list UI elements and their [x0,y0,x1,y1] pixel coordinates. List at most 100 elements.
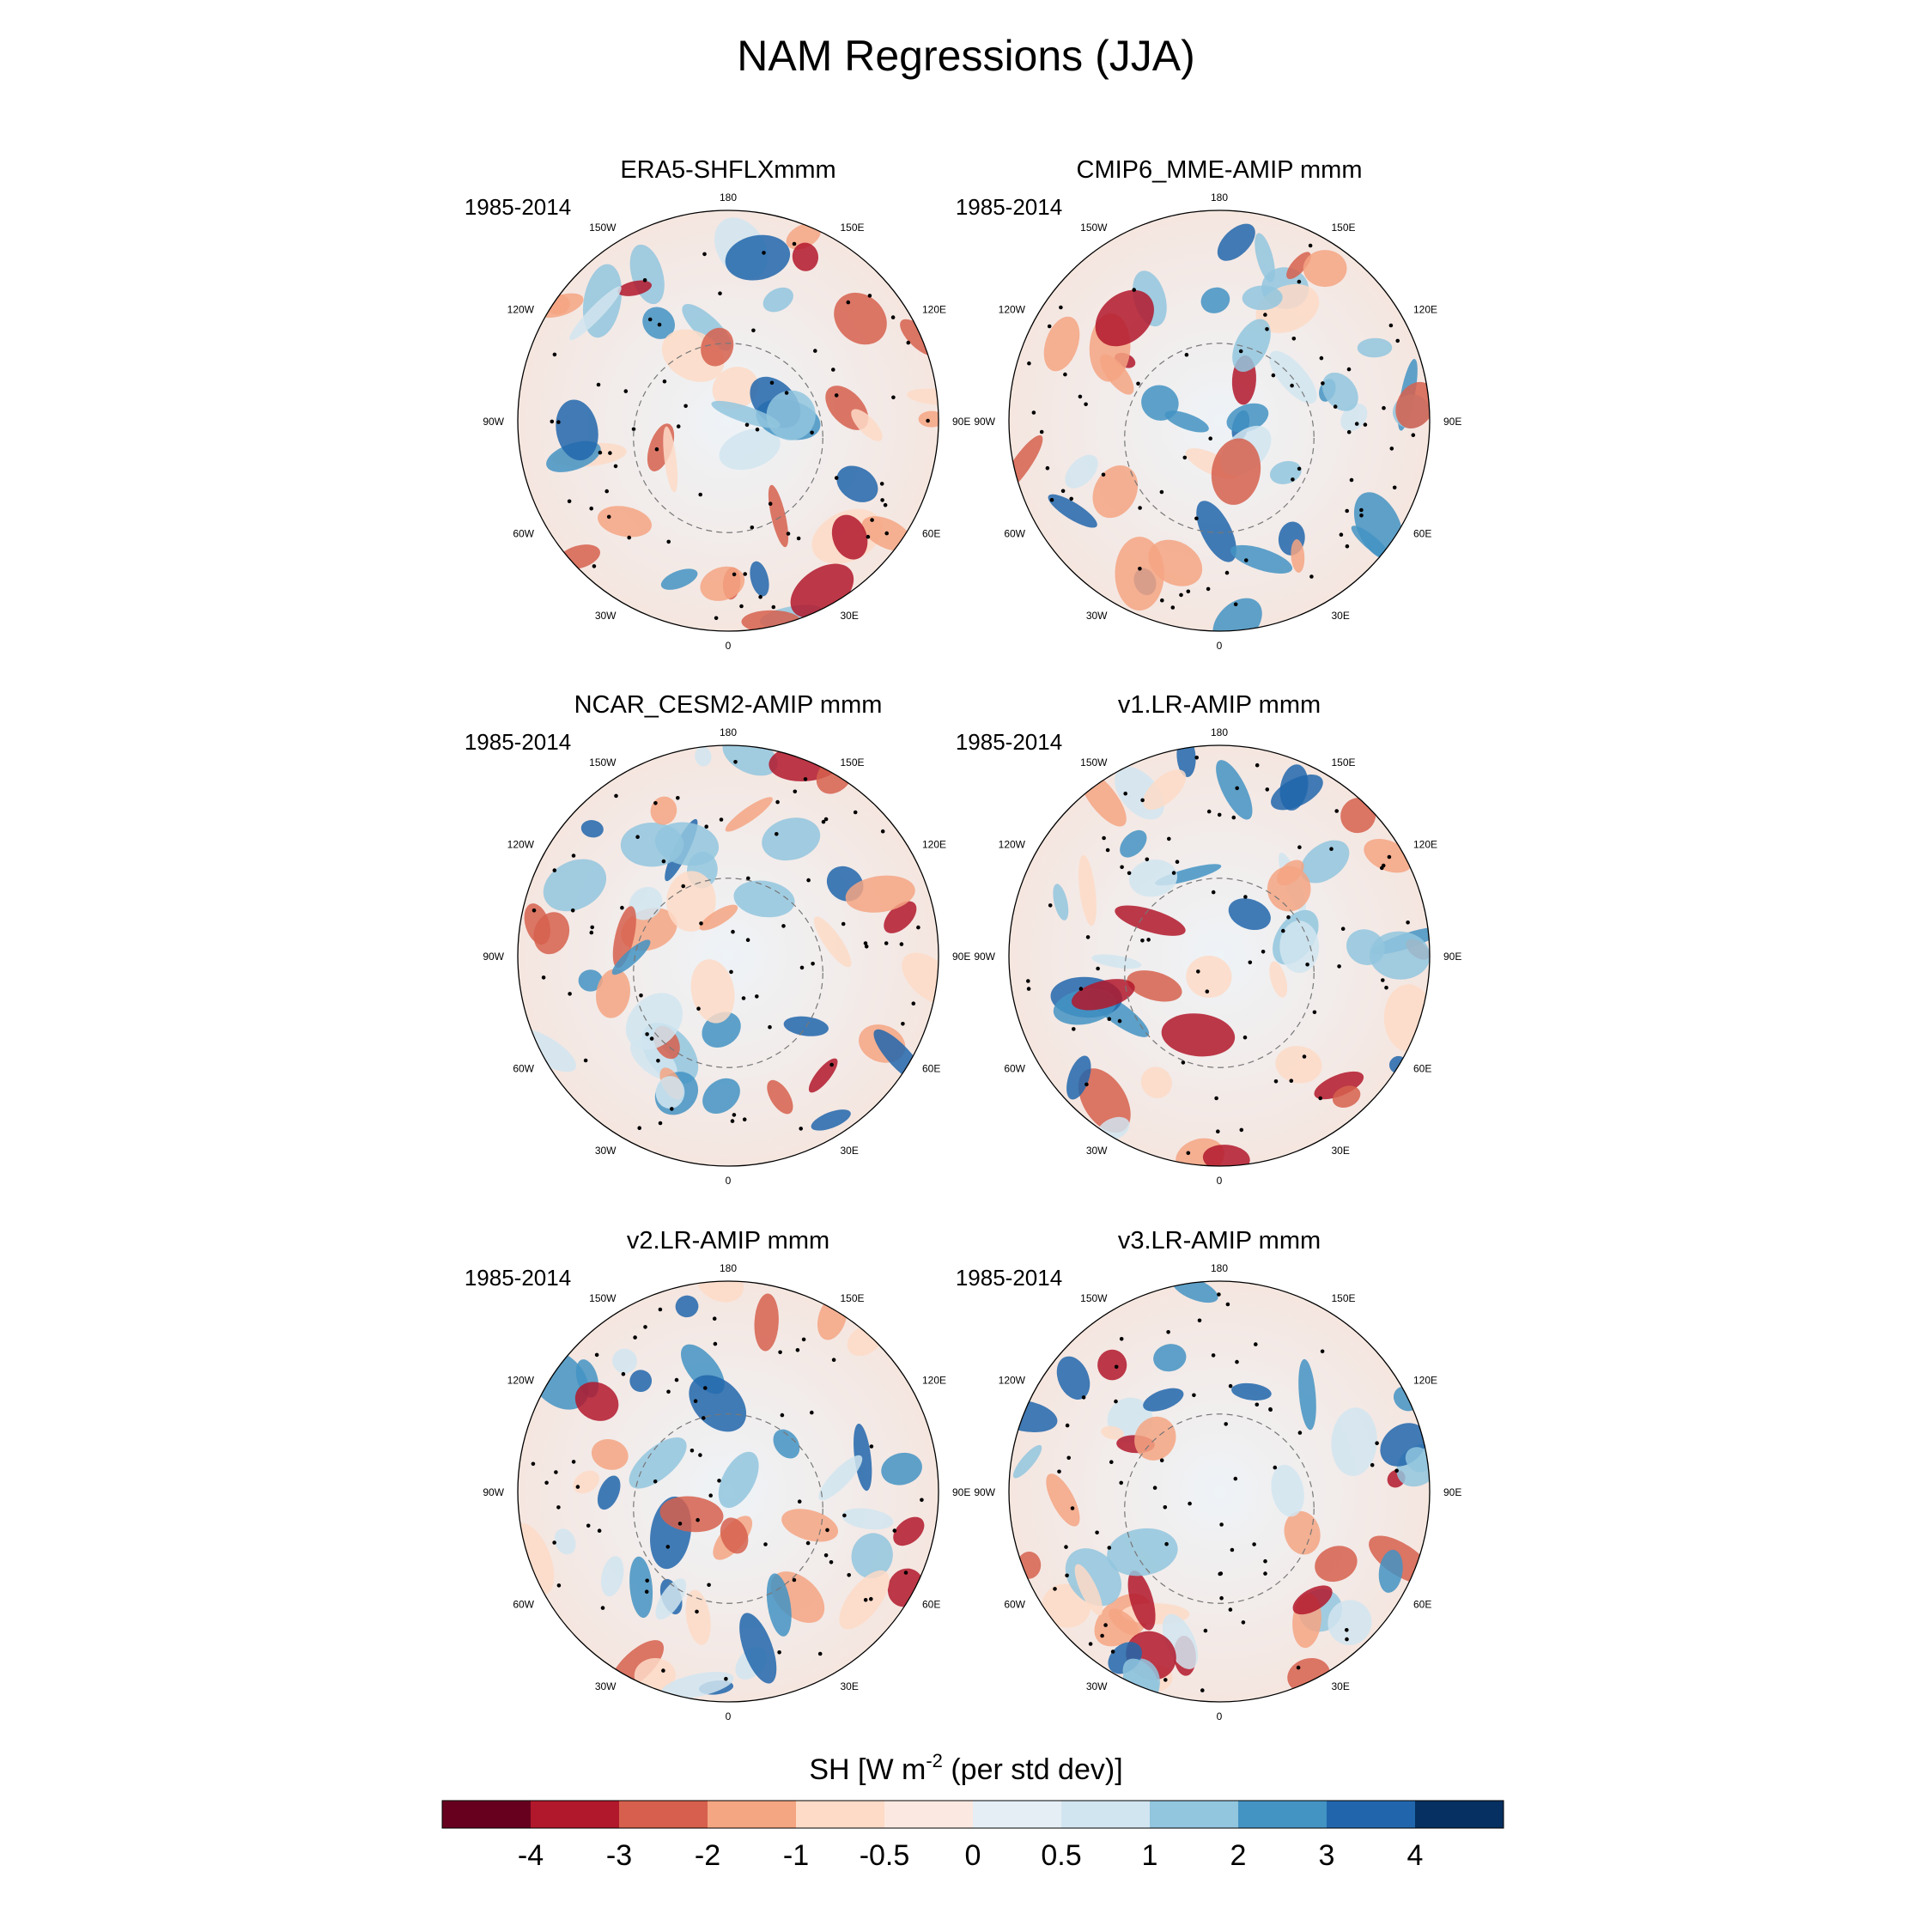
significance-dot [1333,404,1338,409]
longitude-label: 150E [841,222,865,234]
significance-dot [1026,979,1030,983]
longitude-label: 90W [483,416,504,428]
positive-anomaly-patch [524,903,550,945]
significance-dot [1394,1468,1399,1473]
longitude-label: 180 [1211,191,1228,204]
negative-anomaly-patch [739,1613,777,1684]
colorbar-bin [619,1801,708,1828]
colorbar-tick-label: 1 [1142,1839,1158,1872]
positive-anomaly-patch [1314,1071,1364,1100]
significance-dot [1078,394,1083,399]
panel-grid: ERA5-SHFLXmmm 1985-2014 180 150E 120E 90E 60E 3… [465,156,1462,1722]
positive-anomaly-patch [1291,539,1305,573]
significance-dot [731,929,735,934]
negative-anomaly-patch [597,1475,621,1510]
significance-dot [681,884,685,889]
significance-dot [1070,1506,1075,1510]
longitude-label: 30E [841,610,859,622]
longitude-label: 0 [726,1175,732,1187]
longitude-label: 120E [1413,304,1437,316]
map-panel: v2.LR-AMIP mmm 1985-2014 180 150E 120E 90E 60E… [465,1227,971,1722]
significance-dot [642,278,647,283]
negative-anomaly-patch [611,939,651,975]
significance-dot [1359,513,1364,518]
longitude-label: 150W [589,222,617,234]
significance-dot [768,501,773,506]
longitude-label: 90E [1443,951,1461,963]
positive-anomaly-patch [767,1079,793,1115]
significance-dot [1197,1318,1202,1323]
significance-dot [1230,1547,1235,1552]
significance-dot [883,502,888,507]
significance-dot [810,430,814,435]
significance-dot [1380,866,1384,871]
significance-dot [627,535,631,540]
significance-dot [592,564,597,568]
significance-dot [703,1386,708,1390]
colorbar-tick-label: -4 [518,1839,544,1872]
significance-dot [696,1006,701,1011]
negative-anomaly-patch [660,568,698,590]
positive-anomaly-patch [1115,905,1186,936]
longitude-label: 150E [841,756,865,769]
negative-anomaly-patch [629,1437,687,1489]
negative-anomaly-patch [569,286,622,341]
map-background [1009,1281,1430,1702]
significance-dot [784,391,789,395]
significance-dot [1060,489,1066,494]
positive-anomaly-patch [781,1509,839,1542]
significance-dot [571,854,576,858]
significance-dot [1381,978,1385,982]
positive-anomaly-patch [685,1589,711,1645]
significance-dot [698,1453,702,1457]
significance-dot [1228,1383,1233,1388]
negative-anomaly-patch [1141,385,1179,421]
significance-dot [704,824,708,829]
map-panel: ERA5-SHFLXmmm 1985-2014 180 150E 120E 90E 60E 3… [465,156,971,652]
significance-dot [594,1352,599,1358]
significance-dot [890,315,896,319]
map-field [518,1281,939,1702]
negative-anomaly-patch [1153,1344,1187,1372]
coastline-outline [1124,343,1315,533]
negative-anomaly-patch [1200,287,1230,313]
longitude-label: 30E [1332,1680,1350,1692]
significance-dot [1363,422,1368,427]
significance-dot [1194,756,1199,760]
significance-dot [1152,1485,1157,1490]
significance-dot [1101,472,1106,477]
significance-dot [899,942,904,946]
significance-dot [635,835,640,839]
significance-dot [1337,964,1341,969]
negative-anomaly-patch [1405,1447,1430,1473]
positive-anomaly-patch [634,1657,676,1693]
positive-anomaly-patch [1046,1473,1080,1527]
significance-dot [1389,447,1394,451]
coastline-outline [633,878,823,1068]
significance-dot [1370,1462,1375,1467]
significance-dot [1208,436,1212,440]
significance-dot [1318,1096,1322,1101]
positive-anomaly-patch [1269,961,1288,998]
negative-anomaly-patch [1331,1407,1377,1476]
significance-dot [803,777,808,781]
significance-dot [750,526,755,530]
significance-dot [589,506,593,511]
positive-anomaly-patch [1109,1608,1139,1636]
significance-dot [1119,1337,1124,1341]
significance-dot [847,1573,851,1577]
longitude-label: 150E [1332,1292,1356,1304]
significance-dot [556,1583,562,1588]
negative-anomaly-patch [1066,1055,1091,1100]
significance-dot [658,1307,663,1312]
significance-dot [1200,1688,1205,1692]
negative-anomaly-patch [1065,1548,1121,1607]
significance-dot [649,1036,654,1041]
positive-anomaly-patch [1071,979,1135,1011]
significance-dot [742,1117,747,1121]
map-panel: CMIP6_MME-AMIP mmm 1985-2014 180 150E 120E 90… [956,156,1462,652]
significance-dot [884,941,889,945]
significance-dot [633,1335,637,1340]
positive-anomaly-patch [690,959,735,1024]
